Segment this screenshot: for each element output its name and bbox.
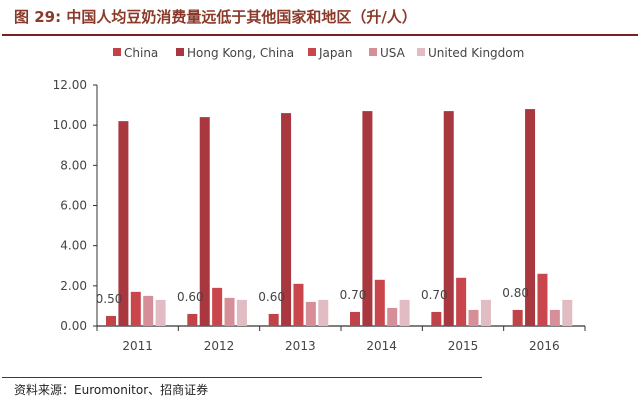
bar-hong-kong-china <box>362 111 373 326</box>
bar-united-kingdom <box>236 299 247 326</box>
bar-united-kingdom <box>155 299 166 326</box>
bar-united-kingdom <box>318 299 329 326</box>
x-tick-label: 2013 <box>285 339 316 353</box>
bar-usa <box>143 295 154 326</box>
bar-china <box>431 311 442 326</box>
bar-usa <box>468 309 479 326</box>
bar-china <box>350 311 360 326</box>
figure-title: 图 29: 中国人均豆奶消费量远低于其他国家和地区（升/人） <box>14 8 417 26</box>
bar-usa <box>387 307 398 326</box>
bar-hong-kong-china <box>118 121 129 327</box>
data-label: 0.60 <box>177 290 204 304</box>
y-tick-label: 4.00 <box>60 239 87 253</box>
bar-japan <box>293 283 304 326</box>
data-label: 0.70 <box>340 288 367 302</box>
x-tick-label: 2015 <box>448 339 479 353</box>
legend-label: China <box>124 46 158 60</box>
legend-swatch <box>113 48 121 56</box>
bar-hong-kong-china <box>525 109 536 326</box>
legend-label: United Kingdom <box>428 46 524 60</box>
data-label: 0.70 <box>421 288 448 302</box>
x-tick-label: 2011 <box>122 339 153 353</box>
x-tick-label: 2014 <box>366 339 397 353</box>
bar-china <box>512 309 523 326</box>
legend-swatch <box>417 48 425 56</box>
bar-japan <box>456 277 467 326</box>
y-tick-label: 2.00 <box>60 279 87 293</box>
bar-hong-kong-china <box>443 111 454 326</box>
legend-swatch <box>308 48 316 56</box>
x-tick-label: 2012 <box>204 339 235 353</box>
x-tick-label: 2016 <box>529 339 560 353</box>
y-tick-label: 12.00 <box>53 78 87 92</box>
data-label: 0.80 <box>502 286 529 300</box>
bar-japan <box>374 279 385 326</box>
bar-china <box>268 313 279 326</box>
title-divider <box>2 34 638 36</box>
bar-japan <box>212 287 223 326</box>
data-label: 0.60 <box>258 290 285 304</box>
source-divider <box>2 377 482 378</box>
y-tick-label: 0.00 <box>60 319 87 333</box>
legend-label: Japan <box>318 46 352 60</box>
legend-swatch <box>369 48 377 56</box>
data-label: 0.50 <box>96 292 123 306</box>
bar-hong-kong-china <box>199 117 210 326</box>
bar-united-kingdom <box>480 299 491 326</box>
y-tick-label: 10.00 <box>53 118 87 132</box>
bar-usa <box>224 297 235 326</box>
y-tick-label: 6.00 <box>60 199 87 213</box>
bar-china <box>187 313 198 326</box>
legend-label: USA <box>380 46 406 60</box>
bar-hong-kong-china <box>281 113 292 326</box>
legend-swatch <box>176 48 184 56</box>
source-note: 资料来源：Euromonitor、招商证券 <box>14 383 209 397</box>
legend-label: Hong Kong, China <box>187 46 294 60</box>
y-tick-label: 8.00 <box>60 158 87 172</box>
bar-china <box>106 315 116 326</box>
bar-usa <box>305 301 316 326</box>
bar-united-kingdom <box>562 299 573 326</box>
bar-united-kingdom <box>399 299 410 326</box>
bar-japan <box>537 273 548 326</box>
bar-usa <box>549 309 560 326</box>
bar-japan <box>130 291 141 326</box>
